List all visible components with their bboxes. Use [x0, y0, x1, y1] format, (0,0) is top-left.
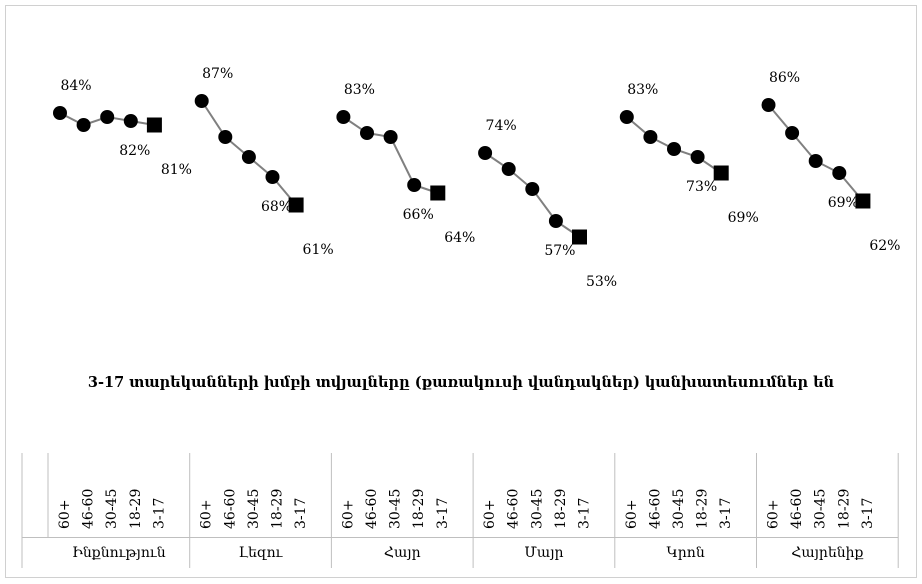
x-tick-label: 30-45: [388, 489, 404, 529]
data-label: 83%: [627, 82, 658, 98]
data-label: 69%: [728, 210, 759, 226]
marker: [619, 110, 634, 124]
x-tick-label: 3-17: [577, 498, 593, 529]
x-tick-label: 46-60: [647, 489, 663, 529]
x-tick-label: 46-60: [81, 489, 97, 529]
marker: [525, 182, 540, 196]
x-tick-label: 46-60: [364, 489, 380, 529]
x-tick-label: 18-29: [695, 489, 711, 529]
marker: [76, 118, 91, 132]
data-label: 68%: [261, 199, 292, 215]
x-tick-label: 60+: [624, 499, 640, 529]
marker: [761, 98, 776, 112]
data-label: 87%: [202, 66, 233, 82]
marker: [548, 214, 563, 228]
marker: [808, 154, 823, 168]
x-tick-label: 30-45: [246, 489, 262, 529]
x-tick-label: 60+: [340, 499, 356, 529]
marker: [53, 106, 67, 120]
x-tick-label: 60+: [199, 499, 215, 529]
marker: [667, 142, 681, 156]
series-line: [767, 104, 864, 202]
data-label: 81%: [161, 162, 192, 178]
x-tick-label: 3-17: [435, 498, 451, 529]
x-tick-label: 30-45: [671, 489, 687, 529]
x-tick-label: 60+: [482, 499, 498, 529]
data-label: 73%: [686, 179, 717, 195]
data-label: 69%: [828, 195, 859, 211]
marker: [218, 130, 233, 144]
data-label: 82%: [119, 143, 150, 159]
group-label: Կրոն: [667, 545, 705, 561]
data-label: 62%: [869, 238, 900, 254]
group-label: Լեզու: [239, 545, 284, 561]
marker: [501, 162, 516, 176]
marker: [265, 170, 280, 184]
x-tick-label: 46-60: [789, 489, 805, 529]
data-label: 84%: [60, 78, 91, 94]
series-line: [342, 116, 439, 194]
x-tick-label: 18-29: [411, 489, 427, 529]
marker: [123, 114, 138, 128]
data-label: 83%: [344, 82, 375, 98]
x-tick-label: 3-17: [151, 498, 167, 529]
data-label: 53%: [586, 274, 617, 290]
square-marker: [146, 117, 162, 133]
marker: [832, 166, 847, 180]
x-tick-label: 18-29: [553, 489, 569, 529]
x-tick-label: 46-60: [506, 489, 522, 529]
data-label: 86%: [769, 70, 800, 86]
data-label: 57%: [544, 243, 575, 259]
marker: [643, 130, 658, 144]
x-tick-label: 30-45: [104, 489, 120, 529]
x-tick-label: 60+: [57, 499, 73, 529]
x-tick-label: 60+: [766, 499, 782, 529]
x-tick-label: 18-29: [836, 489, 852, 529]
square-marker: [430, 185, 446, 201]
annotation: 3-17 տարեկանների խմբի տվյալները (քառակու…: [88, 374, 834, 391]
x-tick-label: 18-29: [128, 489, 144, 529]
group-label: Հայր: [384, 545, 421, 561]
marker: [407, 178, 422, 192]
x-tick-label: 46-60: [222, 489, 238, 529]
category-axis: [21, 453, 898, 568]
marker: [336, 110, 351, 124]
chart-border: [5, 5, 917, 578]
square-marker: [713, 165, 729, 181]
x-tick-label: 18-29: [270, 489, 286, 529]
x-tick-label: 3-17: [860, 498, 876, 529]
x-tick-label: 3-17: [718, 498, 734, 529]
marker: [785, 126, 800, 140]
marker: [241, 150, 256, 164]
x-tick-label: 3-17: [293, 498, 309, 529]
marker: [100, 110, 115, 124]
group-label: Մայր: [524, 545, 563, 561]
square-marker: [855, 193, 871, 209]
data-label: 64%: [444, 230, 475, 246]
group-label: Հայրենիք: [791, 545, 863, 561]
group-label: Ինքնություն: [72, 545, 166, 561]
data-label: 74%: [486, 118, 517, 134]
marker: [360, 126, 374, 140]
data-label: 66%: [403, 207, 434, 223]
data-label: 61%: [303, 242, 334, 258]
x-tick-label: 30-45: [529, 489, 545, 529]
square-marker: [288, 197, 304, 213]
square-marker: [572, 229, 587, 245]
marker: [690, 150, 705, 164]
marker: [194, 94, 209, 108]
marker: [478, 146, 493, 160]
x-tick-label: 30-45: [813, 489, 829, 529]
marker: [383, 130, 398, 144]
